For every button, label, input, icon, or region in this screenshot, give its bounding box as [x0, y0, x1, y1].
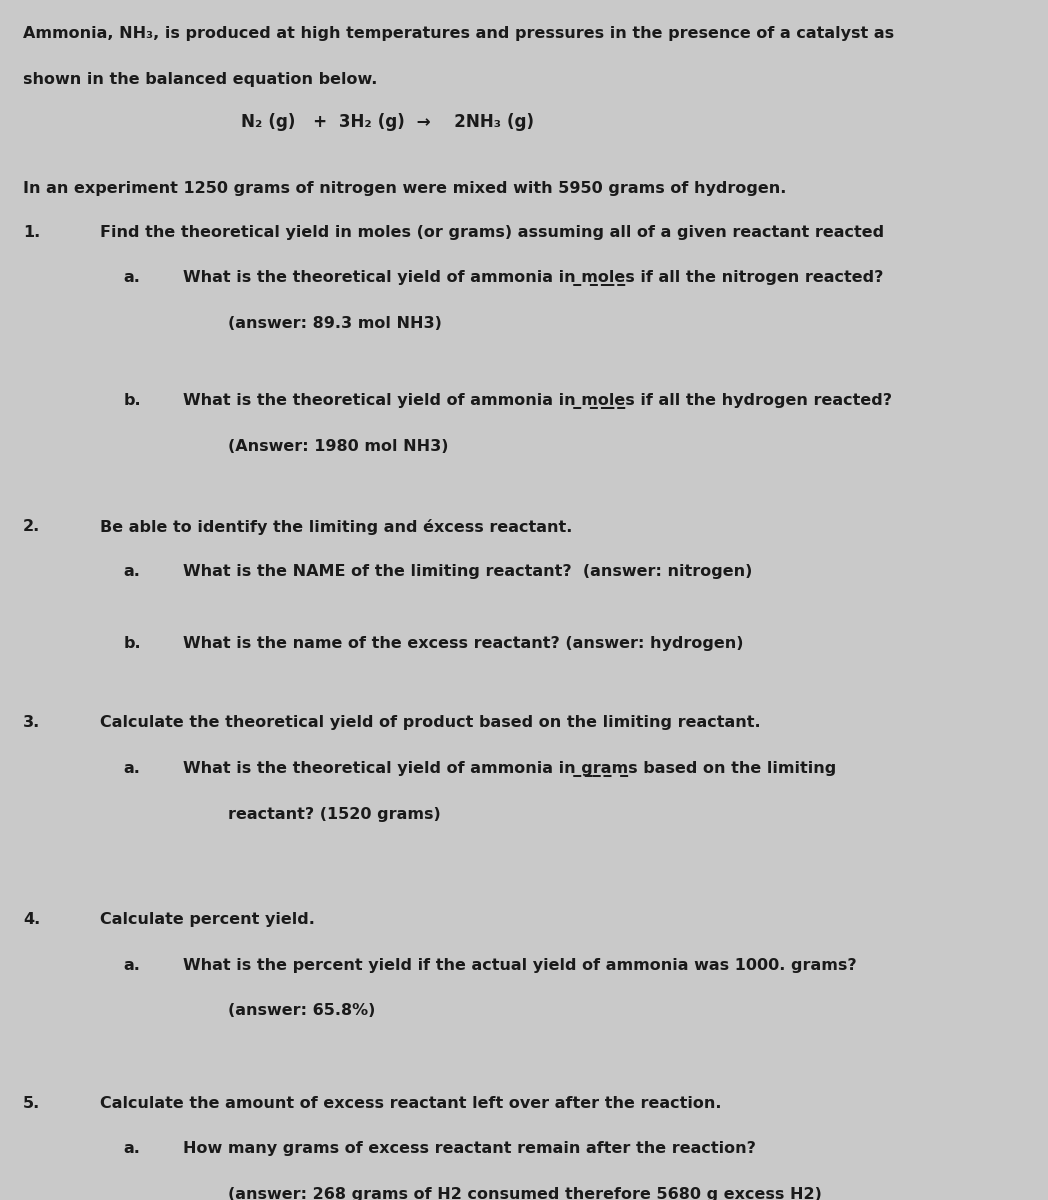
Text: a.: a.	[124, 958, 140, 972]
Text: 3.: 3.	[23, 715, 40, 731]
Text: Ammonia, NH₃, is produced at high temperatures and pressures in the presence of : Ammonia, NH₃, is produced at high temper…	[23, 26, 894, 41]
Text: shown in the balanced equation below.: shown in the balanced equation below.	[23, 72, 377, 86]
Text: (answer: 89.3 mol NH3): (answer: 89.3 mol NH3)	[228, 316, 442, 331]
Text: N₂ (g)   +  3H₂ (g)  →    2NH₃ (g): N₂ (g) + 3H₂ (g) → 2NH₃ (g)	[241, 113, 534, 131]
Text: What is the theoretical yield of ammonia in ̲g̲r̲a̲m̲s based on the limiting: What is the theoretical yield of ammonia…	[183, 761, 836, 778]
Text: 1.: 1.	[23, 224, 40, 240]
Text: Calculate the amount of excess reactant left over after the reaction.: Calculate the amount of excess reactant …	[100, 1096, 721, 1111]
Text: Calculate the theoretical yield of product based on the limiting reactant.: Calculate the theoretical yield of produ…	[100, 715, 760, 731]
Text: 4.: 4.	[23, 912, 40, 926]
Text: Be able to identify the limiting and éxcess reactant.: Be able to identify the limiting and éxc…	[100, 518, 572, 535]
Text: a.: a.	[124, 1141, 140, 1157]
Text: b.: b.	[124, 636, 141, 650]
Text: a.: a.	[124, 761, 140, 776]
Text: a.: a.	[124, 564, 140, 580]
Text: Calculate percent yield.: Calculate percent yield.	[100, 912, 314, 926]
Text: In an experiment 1250 grams of nitrogen were mixed with 5950 grams of hydrogen.: In an experiment 1250 grams of nitrogen …	[23, 181, 786, 197]
Text: reactant? (1520 grams): reactant? (1520 grams)	[228, 806, 441, 822]
Text: 5.: 5.	[23, 1096, 40, 1111]
Text: Find the theoretical yield in moles (or grams) assuming all of a given reactant : Find the theoretical yield in moles (or …	[100, 224, 883, 240]
Text: b.: b.	[124, 394, 141, 408]
Text: (answer: 65.8%): (answer: 65.8%)	[228, 1003, 376, 1018]
Text: What is the theoretical yield of ammonia in ̲m̲o̲l̲e̲s if all the hydrogen react: What is the theoretical yield of ammonia…	[183, 394, 893, 409]
Text: What is the NAME of the limiting reactant?  (answer: nitrogen): What is the NAME of the limiting reactan…	[183, 564, 752, 580]
Text: (Answer: 1980 mol NH3): (Answer: 1980 mol NH3)	[228, 439, 449, 454]
Text: What is the theoretical yield of ammonia in ̲m̲o̲l̲e̲s if all the nitrogen react: What is the theoretical yield of ammonia…	[183, 270, 883, 287]
Text: a.: a.	[124, 270, 140, 286]
Text: What is the percent yield if the actual yield of ammonia was 1000. grams?: What is the percent yield if the actual …	[183, 958, 857, 972]
Text: 2.: 2.	[23, 518, 40, 534]
Text: (answer: 268 grams of H2 consumed therefore 5680 g excess H2): (answer: 268 grams of H2 consumed theref…	[228, 1187, 823, 1200]
Text: What is the name of the excess reactant? (answer: hydrogen): What is the name of the excess reactant?…	[183, 636, 744, 650]
Text: How many grams of excess reactant remain after the reaction?: How many grams of excess reactant remain…	[183, 1141, 757, 1157]
